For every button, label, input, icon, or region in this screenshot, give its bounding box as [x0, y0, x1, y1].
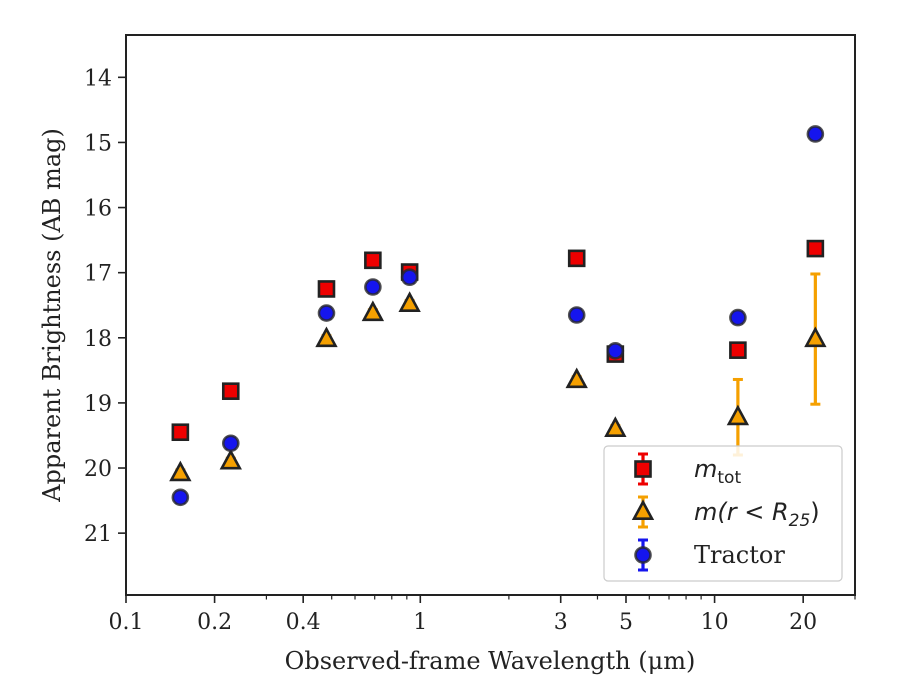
- series-circle: [171, 125, 825, 507]
- y-tick-label: 14: [84, 66, 112, 91]
- data-point: [806, 125, 825, 143]
- legend-label-main: Tractor: [694, 541, 785, 569]
- data-point: [364, 251, 382, 270]
- legend-label-main: m(r < R: [694, 498, 789, 526]
- legend-marker: [634, 546, 652, 564]
- data-point: [221, 434, 240, 453]
- data-point: [567, 306, 586, 324]
- data-point: [169, 460, 192, 482]
- x-tick-label: 5: [619, 610, 633, 635]
- data-point: [398, 291, 421, 312]
- y-tick-label: 15: [84, 131, 112, 156]
- x-tick-label: 0.4: [286, 610, 321, 635]
- legend-frame: [603, 445, 843, 582]
- series-square: [171, 239, 825, 442]
- y-tick-label: 19: [84, 392, 112, 417]
- legend-entry: mtot: [634, 452, 741, 488]
- y-axis-label: Apparent Brightness (AB mag): [38, 128, 66, 503]
- data-point: [364, 278, 382, 296]
- x-tick-label: 0.1: [109, 610, 144, 635]
- y-tick-label: 16: [84, 197, 112, 222]
- data-point: [565, 367, 588, 389]
- x-tick-label: 1: [413, 610, 427, 635]
- y-tick-label: 18: [84, 327, 112, 352]
- legend-label: m(r < R25): [694, 498, 820, 531]
- data-point: [317, 304, 336, 322]
- x-tick-label: 20: [789, 610, 817, 635]
- y-axis-ticks: 14 15 16 17 18 19 20 21: [84, 66, 126, 547]
- data-point: [604, 416, 627, 437]
- legend: mtot m(r < R25) Tractor: [603, 445, 843, 582]
- legend-marker: [631, 499, 655, 521]
- legend-label-tail: ): [810, 498, 819, 526]
- data-point: [606, 342, 625, 360]
- x-axis-label: Observed-frame Wavelength (μm): [285, 647, 696, 675]
- plot-marks: [169, 125, 827, 507]
- data-point: [171, 488, 190, 507]
- legend-label: Tractor: [694, 541, 785, 569]
- legend-label: mtot: [694, 455, 741, 488]
- data-point: [315, 326, 338, 348]
- x-tick-label: 0.2: [197, 610, 232, 635]
- y-tick-label: 20: [84, 457, 112, 482]
- x-tick-label: 10: [701, 610, 729, 635]
- data-point: [317, 280, 336, 298]
- x-tick-label: 3: [554, 610, 568, 635]
- legend-entry: Tractor: [634, 538, 785, 572]
- legend-label-subscript: tot: [717, 468, 741, 488]
- data-point: [726, 404, 750, 426]
- legend-label-subscript: 25: [789, 511, 811, 531]
- legend-entry: m(r < R25): [631, 495, 820, 531]
- legend-label-main: m: [694, 455, 717, 483]
- data-point: [361, 300, 385, 322]
- y-tick-label: 17: [84, 262, 112, 287]
- data-point: [804, 326, 827, 348]
- data-point: [806, 239, 825, 258]
- legend-marker: [634, 460, 652, 478]
- data-point: [729, 341, 747, 359]
- y-tick-label: 21: [84, 522, 112, 547]
- plot-frame: [125, 34, 856, 596]
- data-point: [219, 448, 242, 470]
- data-point: [729, 308, 747, 327]
- data-point: [567, 249, 586, 268]
- data-point: [171, 423, 190, 442]
- data-point: [221, 382, 240, 400]
- data-point: [400, 268, 419, 287]
- x-axis-ticks: 0.1 0.2 0.4 1 3 5 10 20: [109, 595, 856, 635]
